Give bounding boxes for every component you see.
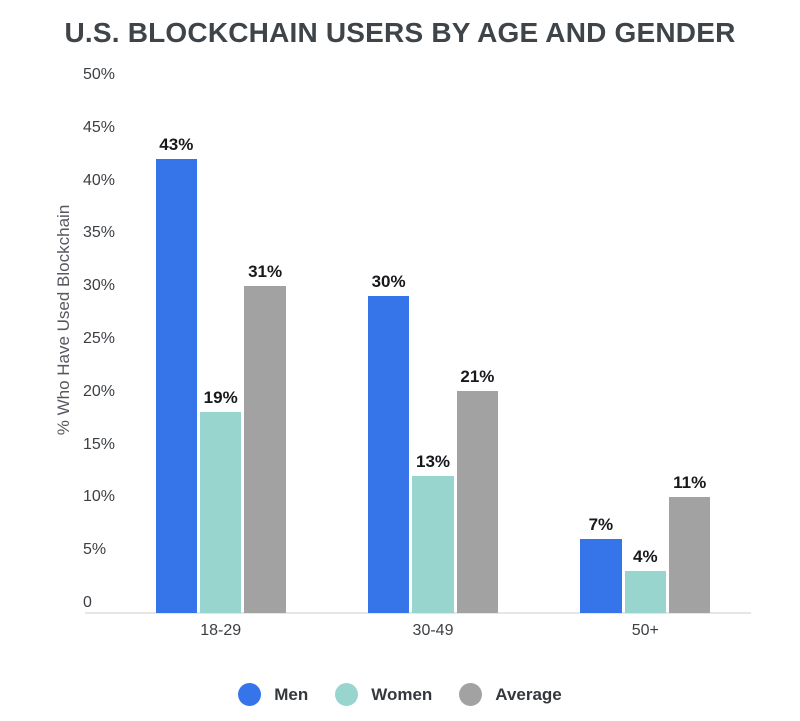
bar-value-label: 30% [371,272,406,292]
bar-value-label: 43% [159,134,194,154]
x-axis-tick-label: 30-49 [412,622,454,639]
bar-average-30-49[interactable] [456,391,499,613]
bar-women-18-29[interactable] [199,412,242,613]
bar-men-50+[interactable] [580,539,622,613]
bar-men-30-49[interactable] [367,296,410,613]
legend-swatch-women-icon [335,683,359,706]
bar-value-label: 11% [673,472,707,492]
y-axis-tick-label: 50% [83,66,116,83]
legend-item-men[interactable]: Men [238,683,308,706]
chart-title: U.S. BLOCKCHAIN USERS BY AGE AND GENDER [64,17,736,48]
bar-women-30-49[interactable] [412,475,454,613]
legend-label: Men [274,684,309,704]
y-axis-tick-label: 5% [83,541,107,559]
bar-value-label: 4% [633,546,658,566]
y-axis-tick-label: 15% [83,435,116,453]
bar-value-label: 19% [203,388,238,408]
y-axis-tick-label: 40% [83,171,116,189]
y-axis-tick-label: 10% [83,488,116,506]
y-axis-tick-label: 25% [83,330,116,347]
y-axis-tick-label: 20% [83,382,116,400]
y-axis-tick-label: 35% [83,224,116,242]
y-axis-tick-label: 30% [83,277,116,295]
x-axis-tick-label: 50+ [631,622,659,639]
legend-swatch-men-icon [238,683,262,706]
bar-value-label: 7% [588,515,614,535]
bar-women-50+[interactable] [624,570,667,613]
y-axis-title: % Who Have Used Blockchain [54,204,73,436]
bar-value-label: 31% [248,261,283,281]
bar-average-50+[interactable] [668,496,711,613]
x-axis-tick-label: 18-29 [200,622,242,639]
legend: Men Women Average [0,683,800,706]
legend-label: Average [495,684,562,704]
x-axis-line [85,612,751,614]
bar-value-label: 13% [415,451,451,471]
bar-men-18-29[interactable] [155,158,198,613]
legend-item-women[interactable]: Women [335,683,432,706]
legend-swatch-average-icon [459,683,483,706]
bar-value-label: 21% [460,367,495,387]
y-axis-tick-label: 0 [83,594,92,611]
legend-item-average[interactable]: Average [459,683,562,706]
bar-average-18-29[interactable] [244,285,286,613]
legend-label: Women [371,684,433,704]
y-axis-tick-label: 45% [83,118,116,136]
plot-area: 43% 19% 31% 30% 13% 21% 7% 4% 11% [128,85,748,613]
